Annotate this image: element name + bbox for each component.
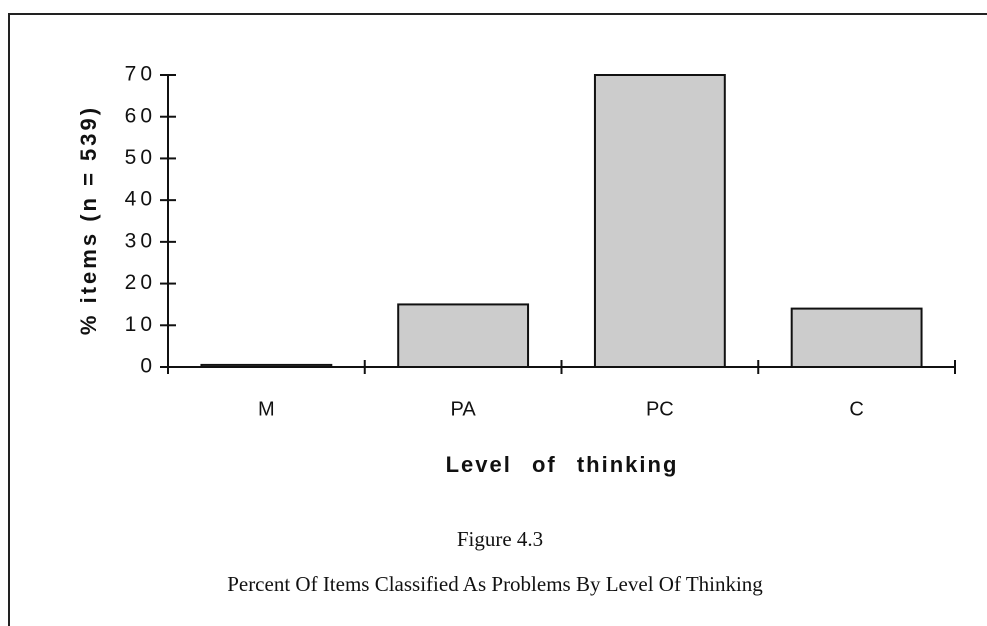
y-tick-label: 40 [125,188,156,211]
figure-label: Figure 4.3 [457,527,543,551]
y-tick-label: 60 [125,104,156,127]
bar [200,363,333,368]
y-tick-label: 30 [125,229,156,252]
x-axis-label: Level of thinking [446,452,679,477]
y-tick-label: 20 [125,271,156,294]
y-tick-label: 10 [125,313,156,336]
x-tick-label: PA [451,398,477,420]
y-tick-label: 70 [125,63,156,86]
bar [397,303,530,368]
x-tick-label: PC [646,398,674,420]
caption: Percent Of Items Classified As Problems … [227,572,763,596]
x-tick-label: M [258,398,275,420]
x-tick-label: C [849,398,863,420]
y-tick-label: 50 [125,146,156,169]
bar [593,74,726,368]
y-tick-label: 0 [140,355,156,378]
y-axis-label: % items (n = 539) [76,105,101,335]
bar [790,307,923,369]
